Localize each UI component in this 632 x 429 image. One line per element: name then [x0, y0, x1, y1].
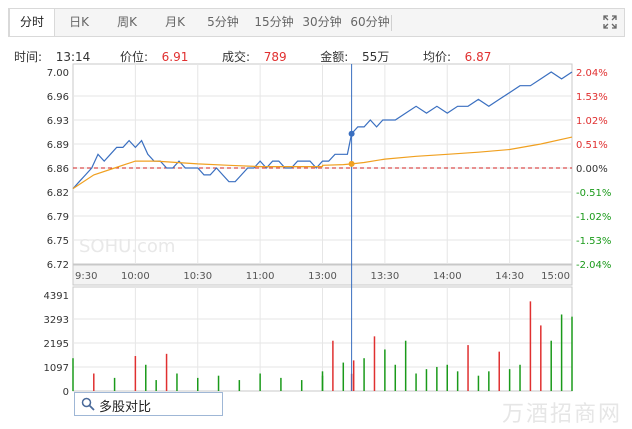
- volume-tick-label: 3293: [44, 315, 69, 326]
- pct-tick-label: 0.51%: [576, 140, 608, 151]
- expand-icon[interactable]: [602, 14, 618, 30]
- tab-separator: [391, 15, 392, 31]
- tab-intraday[interactable]: 分时: [9, 9, 55, 36]
- y-tick-label: 6.89: [47, 140, 69, 151]
- chart-watermark: SOHU.com: [79, 236, 175, 257]
- volume-value: 789: [263, 50, 287, 64]
- volume-label: 成交:: [222, 50, 251, 64]
- tab-weekly-k[interactable]: 周K: [117, 15, 137, 29]
- pct-tick-label: 0.00%: [576, 164, 608, 175]
- price-value: 6.91: [161, 50, 189, 64]
- pct-tick-label: -0.51%: [576, 188, 611, 199]
- period-tab-bar: 分时 日K 周K 月K 5分钟 15分钟 30分钟 60分钟: [8, 8, 625, 37]
- tab-5min[interactable]: 5分钟: [207, 15, 239, 29]
- pct-tick-label: -1.02%: [576, 212, 611, 223]
- x-tick-label: 13:00: [308, 271, 337, 282]
- y-tick-label: 6.93: [47, 116, 69, 127]
- site-watermark: 万酒招商网: [501, 402, 622, 427]
- avg-value: 6.87: [464, 50, 492, 64]
- price-label: 价位:: [119, 50, 148, 64]
- amount-label: 金额:: [320, 50, 349, 64]
- x-tick-label: 13:30: [370, 271, 399, 282]
- tab-15min[interactable]: 15分钟: [254, 15, 294, 29]
- volume-tick-label: 4391: [44, 291, 69, 302]
- pct-tick-label: -1.53%: [576, 236, 611, 247]
- x-tick-label: 15:00: [541, 271, 570, 282]
- x-tick-label: 9:30: [75, 271, 97, 282]
- avg-label: 均价:: [422, 50, 451, 64]
- pct-tick-label: 1.53%: [576, 92, 608, 103]
- pct-tick-label: 1.02%: [576, 116, 608, 127]
- time-label: 时间:: [14, 50, 43, 64]
- price-line: [72, 71, 573, 190]
- pct-tick-label: -2.04%: [576, 260, 611, 271]
- y-tick-label: 6.79: [47, 212, 69, 223]
- volume-tick-label: 2195: [44, 339, 69, 350]
- tab-60min[interactable]: 60分钟: [350, 15, 390, 29]
- amount-value: 55万: [362, 50, 390, 64]
- compare-stocks-label: 多股对比: [99, 400, 152, 415]
- tab-monthly-k[interactable]: 月K: [165, 15, 185, 29]
- x-tick-label: 10:30: [183, 271, 212, 282]
- cursor-price-dot: [348, 130, 355, 137]
- x-tick-label: 14:30: [495, 271, 524, 282]
- time-value: 13:14: [55, 50, 91, 64]
- x-tick-label: 14:00: [433, 271, 462, 282]
- tab-30min[interactable]: 30分钟: [302, 15, 342, 29]
- y-tick-label: 6.75: [47, 236, 69, 247]
- volume-tick-label: 1097: [44, 363, 69, 374]
- y-tick-label: 7.00: [47, 68, 69, 79]
- compare-stocks-input[interactable]: 多股对比: [74, 392, 223, 416]
- y-tick-label: 6.72: [47, 260, 69, 271]
- x-tick-label: 10:00: [121, 271, 150, 282]
- volume-tick-label: 0: [63, 387, 69, 398]
- y-tick-label: 6.82: [47, 188, 69, 199]
- cursor-average-dot: [348, 160, 355, 167]
- quote-info-bar: 时间: 13:14 价位: 6.91 成交: 789 金额: 55万 均价: 6…: [14, 48, 491, 64]
- x-tick-label: 11:00: [246, 271, 275, 282]
- tab-daily-k[interactable]: 日K: [69, 15, 89, 29]
- average-line: [72, 136, 573, 190]
- search-icon: [81, 397, 95, 411]
- pct-tick-label: 2.04%: [576, 68, 608, 79]
- y-tick-label: 6.86: [47, 164, 69, 175]
- time-axis-band: [72, 264, 573, 286]
- y-tick-label: 6.96: [47, 92, 69, 103]
